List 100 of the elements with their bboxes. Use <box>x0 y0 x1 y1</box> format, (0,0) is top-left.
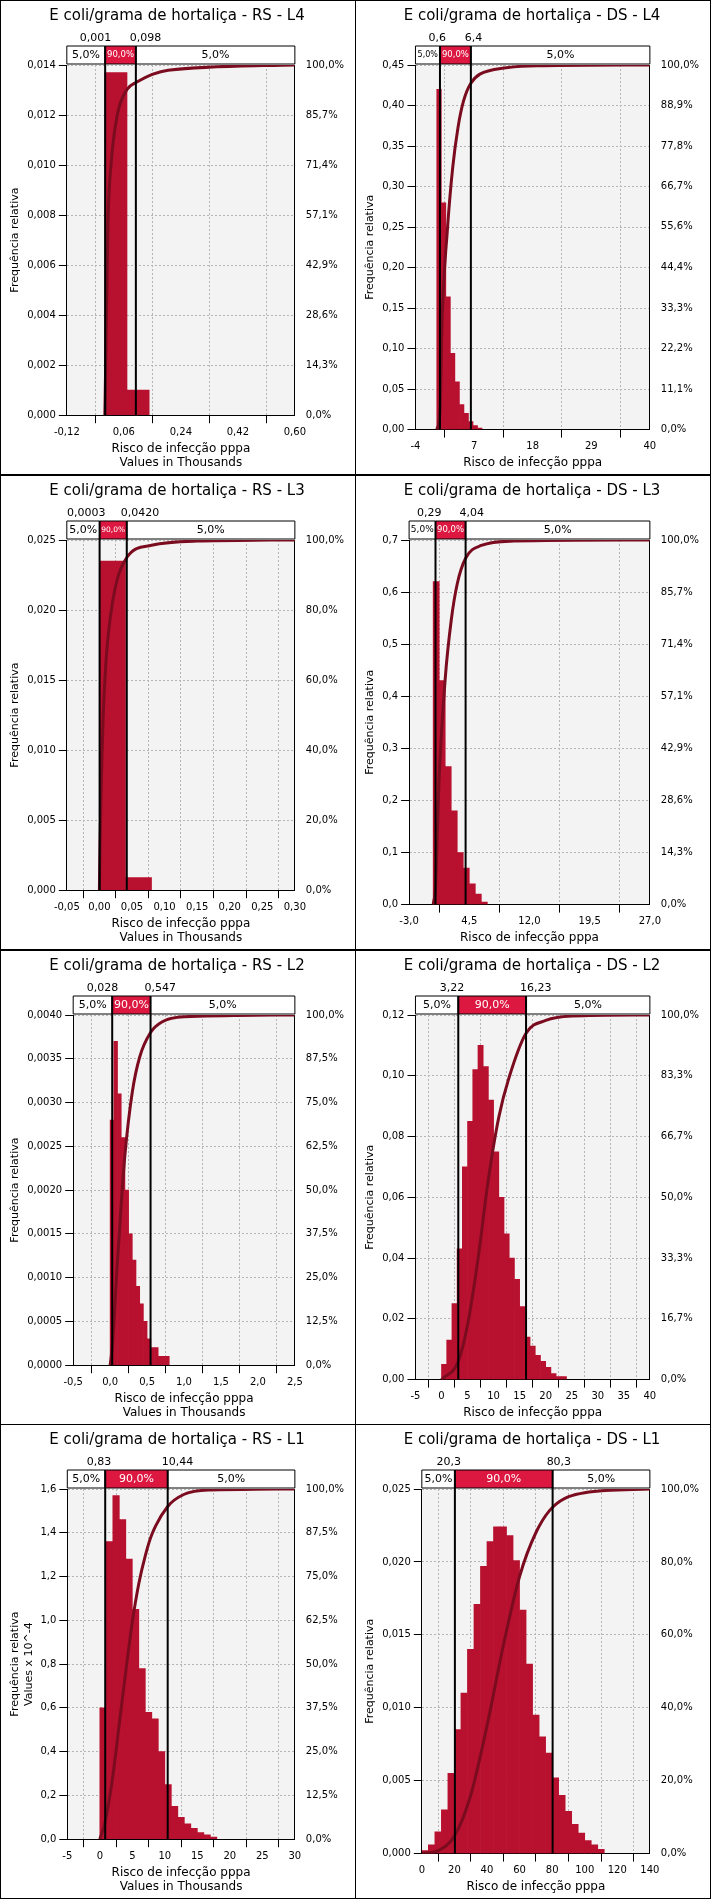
y2-tick-label: 62,5% <box>305 1139 338 1151</box>
y-tick-label: 1,2 <box>40 1570 57 1582</box>
text: 5,0% <box>196 522 225 536</box>
ref-line-label: 20,3 <box>436 1455 461 1469</box>
y2-tick-label: 25,0% <box>305 1745 338 1757</box>
ref-line-label: 0,001 <box>79 31 112 45</box>
y2-tick-label: 85,7% <box>305 108 338 120</box>
y-tick-label: 0,0010 <box>27 1270 63 1282</box>
text: 90,0% <box>486 1472 522 1486</box>
ref-line-label: 0,0003 <box>67 506 106 520</box>
ref-line-label: 0,0420 <box>120 506 160 520</box>
y-tick-label: 0,45 <box>382 58 405 70</box>
chart-title: E coli/grama de hortaliça - RS - L1 <box>49 1430 305 1449</box>
x-tick-label: 0,24 <box>169 425 192 437</box>
x-tick-label: 0,06 <box>112 425 135 437</box>
y-tick-label: 0,10 <box>382 342 405 354</box>
y-tick-label: 0,015 <box>27 673 56 685</box>
x-tick-label: 40 <box>643 440 657 452</box>
x-axis-title: Risco de infecção pppa <box>466 1879 606 1894</box>
y2-tick-label: 0,0% <box>660 897 687 909</box>
text: 5,0% <box>201 47 230 61</box>
y2-tick-label: 12,5% <box>305 1314 338 1326</box>
x-tick-label: 1,5 <box>213 1375 229 1387</box>
y2-tick-label: 85,7% <box>660 585 693 597</box>
y2-tick-label: 50,0% <box>660 1190 693 1202</box>
y-tick-label: 0,15 <box>382 301 405 313</box>
chart-title: E coli/grama de hortaliça - DS - L1 <box>403 1430 661 1449</box>
y2-tick-label: 100,0% <box>305 1482 345 1494</box>
x-axis-title: Risco de infecção pppa <box>114 1390 254 1405</box>
y-tick-label: 0,12 <box>382 1008 405 1020</box>
y-tick-label: 0,000 <box>27 883 56 895</box>
y-tick-label: 0,8 <box>40 1657 57 1669</box>
x-tick-label: 10 <box>487 1389 500 1401</box>
x-tick-label: 0,20 <box>218 900 241 912</box>
y-tick-label: 0,20 <box>382 261 405 273</box>
x-tick-label: -5 <box>62 1850 73 1862</box>
y-tick-label: 0,0040 <box>27 1008 63 1020</box>
y-axis-title: Frequência relativa <box>363 1619 377 1725</box>
x-tick-label: 140 <box>640 1864 660 1876</box>
y2-tick-label: 28,6% <box>660 793 693 805</box>
y-tick-label: 0,000 <box>27 408 56 420</box>
text: 90,0% <box>113 997 149 1011</box>
x-tick-label: -0,05 <box>53 900 80 912</box>
y-tick-label: 0,014 <box>27 58 56 70</box>
chart-title: E coli/grama de hortaliça - RS - L3 <box>49 480 305 499</box>
y-tick-label: 1,0 <box>40 1614 57 1626</box>
text: Values in Thousands <box>119 929 243 944</box>
y-tick-label: 0,010 <box>27 743 56 755</box>
y-tick-label: 0,005 <box>27 813 56 825</box>
x-tick-label: 80 <box>545 1864 559 1876</box>
y-tick-label: 0,05 <box>382 382 405 394</box>
y2-tick-label: 87,5% <box>305 1526 338 1538</box>
y-tick-label: 0,0025 <box>27 1139 63 1151</box>
text: 90,0% <box>107 49 135 60</box>
x-tick-label: 0,15 <box>186 900 209 912</box>
x-tick-label: 0,10 <box>153 900 176 912</box>
x-tick-label: 19,5 <box>578 914 601 926</box>
y-tick-label: 0,4 <box>382 689 399 701</box>
ref-line-label: 0,547 <box>144 980 177 994</box>
text: Values in Thousands <box>122 1404 246 1419</box>
x-tick-label: 20 <box>539 1389 553 1401</box>
y-tick-label: 0,3 <box>382 741 399 753</box>
x-tick-label: -0,12 <box>53 425 80 437</box>
x-tick-label: 29 <box>584 440 598 452</box>
y2-tick-label: 71,4% <box>305 158 338 170</box>
y-tick-label: 0,02 <box>382 1311 405 1323</box>
text: 5,0% <box>410 524 435 535</box>
x-axis-title: Risco de infecção pppa <box>111 915 251 930</box>
text: 5,0% <box>78 997 107 1011</box>
y2-tick-label: 40,0% <box>305 743 338 755</box>
x-tick-label: 0,0 <box>102 1375 119 1387</box>
text: 90,0% <box>474 997 510 1011</box>
text: 5,0% <box>573 997 602 1011</box>
y2-tick-label: 42,9% <box>660 741 693 753</box>
y2-tick-label: 66,7% <box>660 1129 693 1141</box>
y2-tick-label: 25,0% <box>305 1270 338 1282</box>
y2-tick-label: 14,3% <box>660 845 693 857</box>
text: Values in Thousands <box>119 1879 243 1894</box>
text: 5,0% <box>422 997 451 1011</box>
y2-tick-label: 57,1% <box>660 689 693 701</box>
y-tick-label: 1,4 <box>40 1526 57 1538</box>
y-tick-label: 0,012 <box>27 108 56 120</box>
x-tick-label: -3,0 <box>399 914 419 926</box>
x-tick-label: 7 <box>470 440 478 452</box>
y2-tick-label: 80,0% <box>305 603 338 615</box>
y2-tick-label: 50,0% <box>305 1657 338 1669</box>
x-tick-label: 100 <box>575 1864 595 1876</box>
y-tick-label: 0,008 <box>27 208 56 220</box>
y-tick-label: 0,010 <box>382 1701 411 1713</box>
text: 5,0% <box>208 997 237 1011</box>
text: 5,0% <box>69 522 98 536</box>
y2-tick-label: 22,2% <box>660 342 693 354</box>
chart-title: E coli/grama de hortaliça - DS - L4 <box>403 5 661 24</box>
ref-line-label: 4,04 <box>459 506 485 520</box>
y-tick-label: 0,40 <box>382 99 405 111</box>
x-tick-label: 60 <box>513 1864 526 1876</box>
y2-tick-label: 100,0% <box>305 58 345 70</box>
y-tick-label: 0,025 <box>27 533 56 545</box>
x-tick-label: 1,0 <box>176 1375 192 1387</box>
y-tick-label: 0,0015 <box>27 1226 63 1238</box>
